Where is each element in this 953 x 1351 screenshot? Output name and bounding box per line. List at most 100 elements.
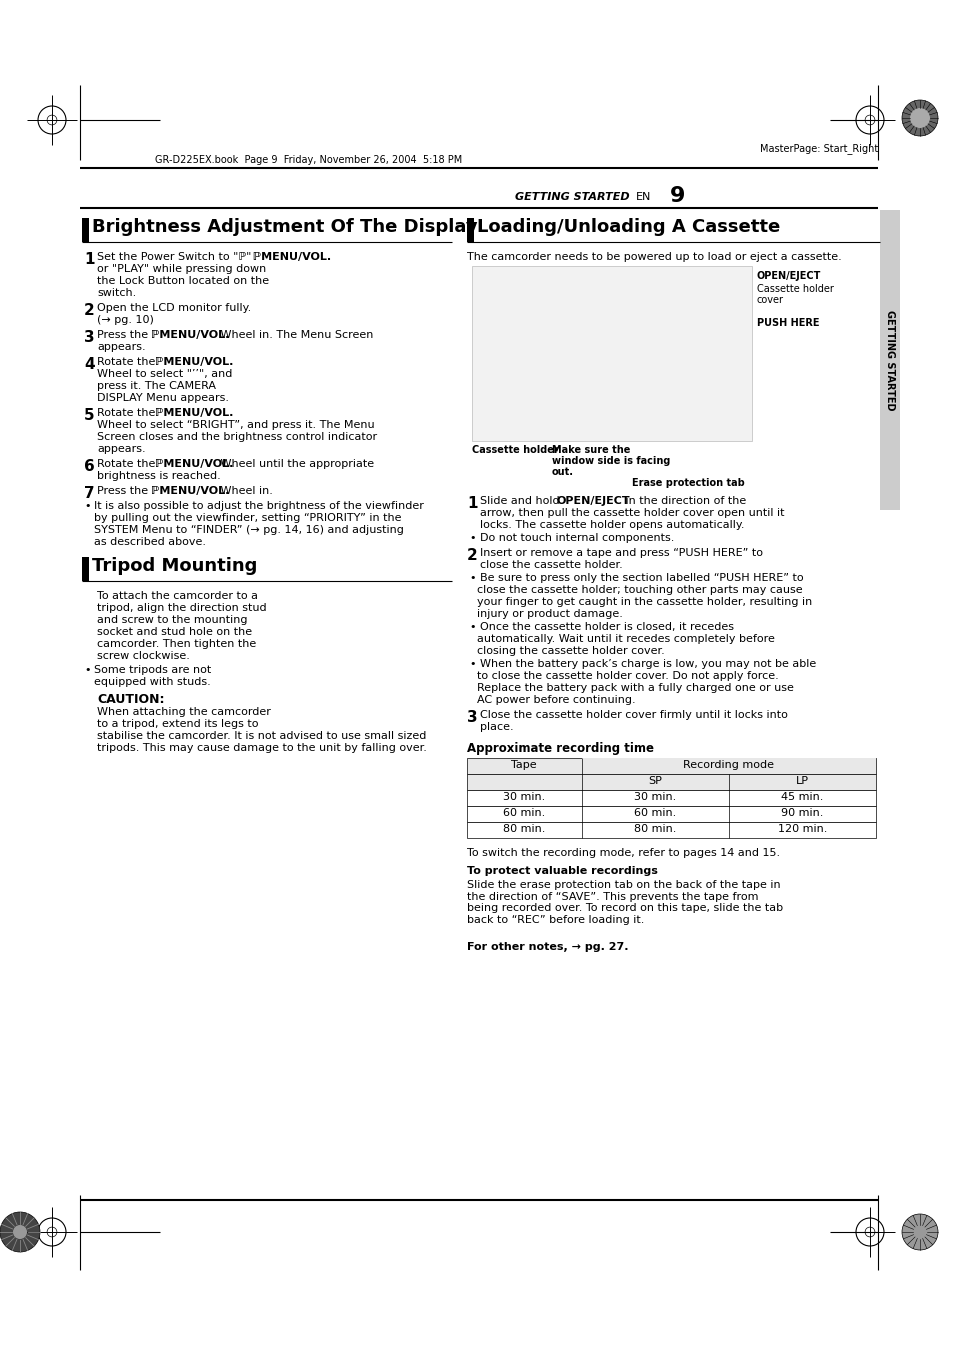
Text: close the cassette holder.: close the cassette holder. (479, 561, 622, 570)
Text: It is also possible to adjust the brightness of the viewfinder: It is also possible to adjust the bright… (94, 501, 423, 511)
Text: 2: 2 (467, 549, 477, 563)
Text: When attaching the camcorder: When attaching the camcorder (97, 707, 271, 717)
Text: or "PLAY" while pressing down: or "PLAY" while pressing down (97, 263, 266, 274)
Text: appears.: appears. (97, 342, 146, 353)
Text: Loading/Unloading A Cassette: Loading/Unloading A Cassette (476, 218, 780, 236)
Text: (→ pg. 10): (→ pg. 10) (97, 315, 153, 326)
Text: appears.: appears. (97, 444, 146, 454)
Text: 2: 2 (84, 303, 94, 317)
Circle shape (901, 100, 937, 136)
Text: •: • (84, 501, 91, 511)
Text: by pulling out the viewfinder, setting “PRIORITY” in the: by pulling out the viewfinder, setting “… (94, 513, 401, 523)
Text: the Lock Button located on the: the Lock Button located on the (97, 276, 269, 286)
Text: Rotate the: Rotate the (97, 357, 159, 367)
Text: SYSTEM Menu to “FINDER” (→ pg. 14, 16) and adjusting: SYSTEM Menu to “FINDER” (→ pg. 14, 16) a… (94, 526, 403, 535)
Text: Press the: Press the (97, 330, 152, 340)
Text: to a tripod, extend its legs to: to a tripod, extend its legs to (97, 719, 258, 730)
Text: window side is facing: window side is facing (552, 457, 670, 466)
Text: SP: SP (647, 775, 661, 786)
Text: switch.: switch. (97, 288, 136, 299)
Text: 45 min.: 45 min. (781, 792, 822, 802)
Text: AC power before continuing.: AC power before continuing. (476, 694, 635, 705)
Text: OPEN/EJECT: OPEN/EJECT (757, 272, 821, 281)
Text: EN: EN (636, 192, 651, 203)
Circle shape (0, 1212, 40, 1252)
Text: close the cassette holder; touching other parts may cause: close the cassette holder; touching othe… (476, 585, 801, 594)
Bar (82, 557, 89, 581)
Text: in the direction of the: in the direction of the (621, 496, 745, 507)
Text: camcorder. Then tighten the: camcorder. Then tighten the (97, 639, 256, 648)
Text: Set the Power Switch to "ℙ": Set the Power Switch to "ℙ" (97, 253, 251, 262)
Text: • Be sure to press only the section labelled “PUSH HERE” to: • Be sure to press only the section labe… (470, 573, 802, 584)
Text: • Once the cassette holder is closed, it recedes: • Once the cassette holder is closed, it… (470, 621, 733, 632)
Text: Approximate recording time: Approximate recording time (467, 742, 654, 755)
Text: Brightness Adjustment Of The Display: Brightness Adjustment Of The Display (91, 218, 477, 236)
Text: Wheel until the appropriate: Wheel until the appropriate (216, 459, 374, 469)
Text: DISPLAY Menu appears.: DISPLAY Menu appears. (97, 393, 229, 403)
Text: • When the battery pack’s charge is low, you may not be able: • When the battery pack’s charge is low,… (470, 659, 816, 669)
Text: ℙMENU/VOL.: ℙMENU/VOL. (245, 253, 331, 262)
Text: and screw to the mounting: and screw to the mounting (97, 615, 247, 626)
Text: To switch the recording mode, refer to pages 14 and 15.: To switch the recording mode, refer to p… (467, 848, 780, 858)
Circle shape (901, 1215, 937, 1250)
Text: 30 min.: 30 min. (634, 792, 676, 802)
Bar (82, 218, 89, 242)
Text: Tripod Mounting: Tripod Mounting (91, 557, 257, 576)
Text: 80 min.: 80 min. (502, 824, 545, 834)
Text: CAUTION:: CAUTION: (97, 693, 164, 707)
Bar (879, 209, 899, 509)
Text: Some tripods are not: Some tripods are not (94, 665, 211, 676)
Circle shape (909, 108, 929, 128)
Text: Slide the erase protection tab on the back of the tape in
the direction of “SAVE: Slide the erase protection tab on the ba… (467, 880, 782, 925)
Bar (581, 758, 875, 774)
Text: • Do not touch internal components.: • Do not touch internal components. (470, 534, 674, 543)
Text: Tape: Tape (511, 761, 537, 770)
Text: Recording mode: Recording mode (682, 761, 774, 770)
Text: 60 min.: 60 min. (502, 808, 545, 817)
Text: LP: LP (795, 775, 808, 786)
Text: Make sure the: Make sure the (552, 444, 630, 455)
Text: Slide and hold: Slide and hold (479, 496, 562, 507)
Bar (467, 821, 875, 838)
Text: Cassette holder: Cassette holder (472, 444, 558, 455)
Text: Replace the battery pack with a fully charged one or use: Replace the battery pack with a fully ch… (476, 684, 793, 693)
Text: equipped with studs.: equipped with studs. (94, 677, 211, 688)
Text: 30 min.: 30 min. (502, 792, 545, 802)
Text: Rotate the: Rotate the (97, 459, 159, 469)
Text: brightness is reached.: brightness is reached. (97, 471, 220, 481)
Bar (467, 790, 875, 807)
Text: 1: 1 (84, 253, 94, 267)
Text: To attach the camcorder to a: To attach the camcorder to a (97, 590, 257, 601)
Text: 9: 9 (669, 186, 684, 205)
Text: Wheel to select "’’", and: Wheel to select "’’", and (97, 369, 233, 380)
Text: 3: 3 (84, 330, 94, 345)
Text: 5: 5 (84, 408, 94, 423)
Text: Press the: Press the (97, 486, 152, 496)
Bar (467, 807, 875, 821)
Text: Erase protection tab: Erase protection tab (631, 478, 744, 488)
Text: The camcorder needs to be powered up to load or eject a cassette.: The camcorder needs to be powered up to … (467, 253, 841, 262)
Text: place.: place. (479, 721, 513, 732)
Text: Screen closes and the brightness control indicator: Screen closes and the brightness control… (97, 432, 376, 442)
Bar (467, 758, 875, 774)
Text: Wheel in. The Menu Screen: Wheel in. The Menu Screen (216, 330, 373, 340)
Text: cover: cover (757, 295, 783, 305)
Text: 3: 3 (467, 711, 477, 725)
Bar (472, 266, 751, 440)
Text: socket and stud hole on the: socket and stud hole on the (97, 627, 252, 638)
Text: GETTING STARTED: GETTING STARTED (515, 192, 629, 203)
Text: Insert or remove a tape and press “PUSH HERE” to: Insert or remove a tape and press “PUSH … (479, 549, 762, 558)
Text: 90 min.: 90 min. (781, 808, 822, 817)
Text: ℙMENU/VOL.: ℙMENU/VOL. (154, 357, 233, 367)
Text: closing the cassette holder cover.: closing the cassette holder cover. (476, 646, 664, 657)
Text: 4: 4 (84, 357, 94, 372)
Text: tripod, align the direction stud: tripod, align the direction stud (97, 603, 266, 613)
Text: stabilise the camcorder. It is not advised to use small sized: stabilise the camcorder. It is not advis… (97, 731, 426, 740)
Text: ℙMENU/VOL.: ℙMENU/VOL. (154, 408, 233, 417)
Text: 7: 7 (84, 486, 94, 501)
Text: 1: 1 (467, 496, 477, 511)
Text: out.: out. (552, 467, 574, 477)
Text: ℙMENU/VOL.: ℙMENU/VOL. (151, 486, 229, 496)
Text: press it. The CAMERA: press it. The CAMERA (97, 381, 215, 390)
Text: Open the LCD monitor fully.: Open the LCD monitor fully. (97, 303, 251, 313)
